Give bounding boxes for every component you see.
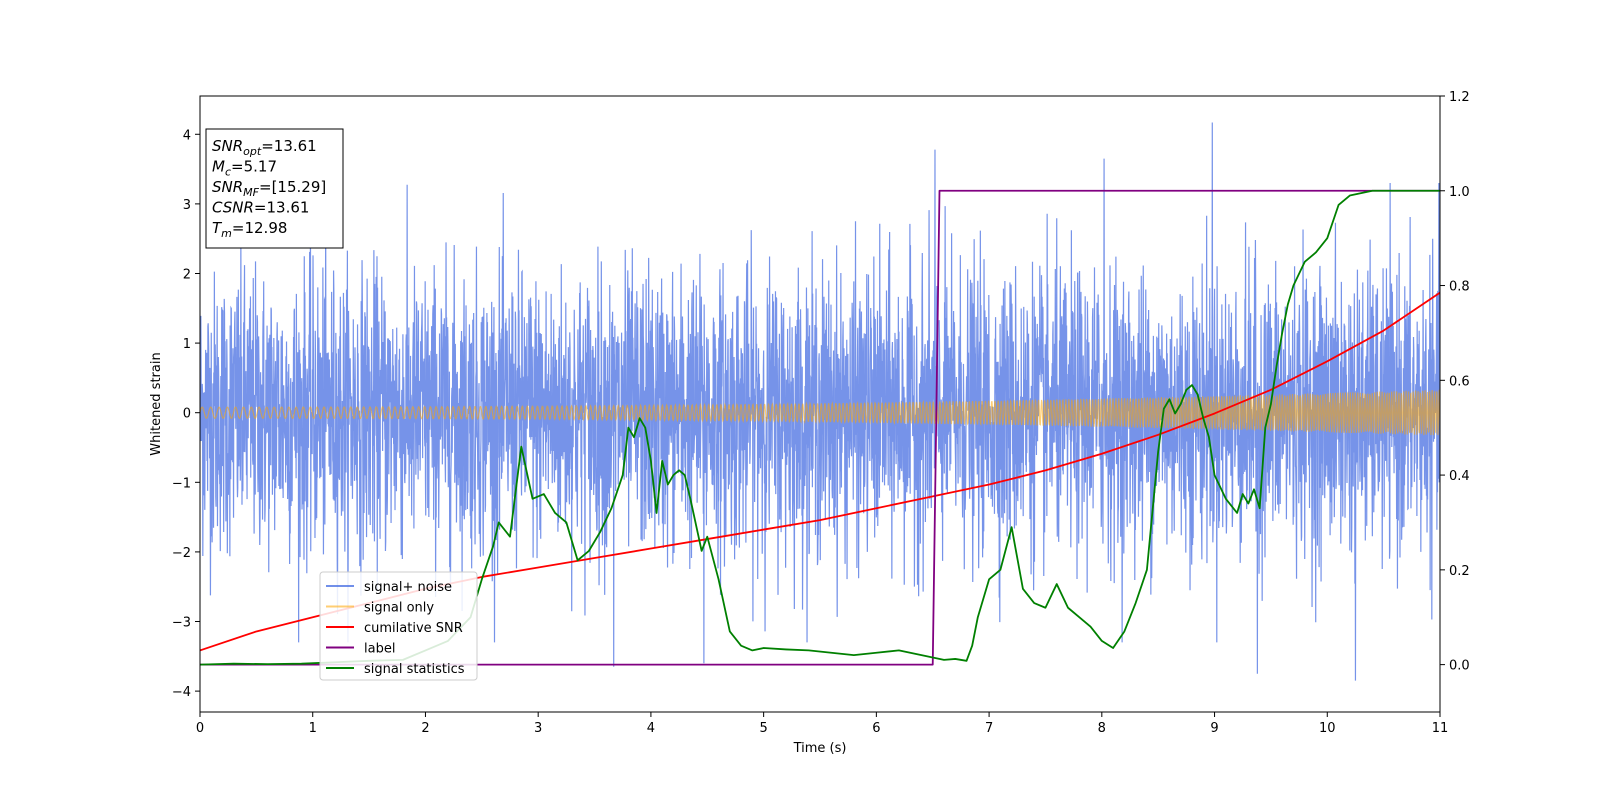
x-tick-label-4: 4	[647, 721, 655, 736]
y-left-tick-label-4: 0	[183, 407, 191, 422]
series-signal-noise	[200, 122, 1440, 681]
y-right-tick-label-2: 0.8	[1449, 280, 1470, 295]
y-right-tick-label-6: 0.0	[1449, 659, 1470, 674]
annotation-line-4: Tm=12.98	[212, 219, 287, 240]
x-tick-label-10: 10	[1319, 721, 1336, 736]
signal-noise-line	[200, 122, 1440, 681]
x-axis-ticks: 0 1 2 3 4 5 6 7 8 9 10 11	[196, 712, 1448, 736]
y-left-tick-label-0: 4	[183, 128, 191, 143]
legend-label-4: signal statistics	[364, 662, 465, 677]
x-tick-label-5: 5	[759, 721, 767, 736]
y-axis-label: Whitened strain	[149, 352, 164, 455]
y-left-tick-label-7: −3	[172, 616, 191, 631]
x-tick-label-0: 0	[196, 721, 204, 736]
x-tick-label-2: 2	[421, 721, 429, 736]
y-left-tick-label-3: 1	[183, 337, 191, 352]
y-right-tick-label-1: 1.0	[1449, 185, 1470, 200]
series-line-label	[200, 189, 1440, 666]
legend: signal+ noise signal only cumilative SNR la…	[319, 571, 478, 681]
annotation-line-3: CSNR=13.61	[212, 199, 309, 217]
legend-label-2: cumilative SNR	[364, 621, 463, 636]
y-left-tick-label-2: 2	[183, 267, 191, 282]
y-right-tick-label-5: 0.2	[1449, 564, 1470, 579]
legend-label-1: signal only	[364, 601, 434, 616]
x-tick-label-1: 1	[309, 721, 317, 736]
plot-frame	[199, 95, 1441, 713]
x-tick-label-3: 3	[534, 721, 542, 736]
y-left-tick-label-6: −2	[172, 546, 191, 561]
legend-label-3: label	[364, 642, 395, 657]
annotation-line-0: SNRopt=13.61	[212, 137, 317, 158]
y-left-tick-label-5: −1	[172, 476, 191, 491]
x-tick-label-9: 9	[1210, 721, 1218, 736]
y-left-tick-label-8: −4	[172, 685, 191, 700]
annotation-line-1: Mc=5.17	[212, 158, 277, 179]
y-right-tick-label-3: 0.6	[1449, 374, 1470, 389]
y-left-axis-ticks: 4 3 2 1 0 −1 −2 −3 −4	[172, 128, 200, 700]
legend-label-0: signal+ noise	[364, 580, 452, 595]
x-tick-label-11: 11	[1432, 721, 1449, 736]
annotation-box: SNRopt=13.61Mc=5.17SNRMF=[15.29]CSNR=13.…	[205, 128, 344, 249]
y-right-axis-ticks: 1.2 1.0 0.8 0.6 0.4 0.2 0.0	[1440, 90, 1470, 674]
signal-only-line	[200, 389, 1440, 436]
x-tick-label-8: 8	[1098, 721, 1106, 736]
x-axis-label: Time (s)	[793, 741, 847, 756]
x-tick-label-6: 6	[872, 721, 880, 736]
y-right-tick-label-0: 1.2	[1449, 90, 1470, 105]
series-line-signal-statistics	[200, 189, 1440, 666]
annotation-line-2: SNRMF=[15.29]	[212, 178, 326, 199]
x-tick-label-7: 7	[985, 721, 993, 736]
y-right-tick-label-4: 0.4	[1449, 469, 1470, 484]
y-left-tick-label-1: 3	[183, 198, 191, 213]
series-signal-only	[200, 389, 1440, 436]
